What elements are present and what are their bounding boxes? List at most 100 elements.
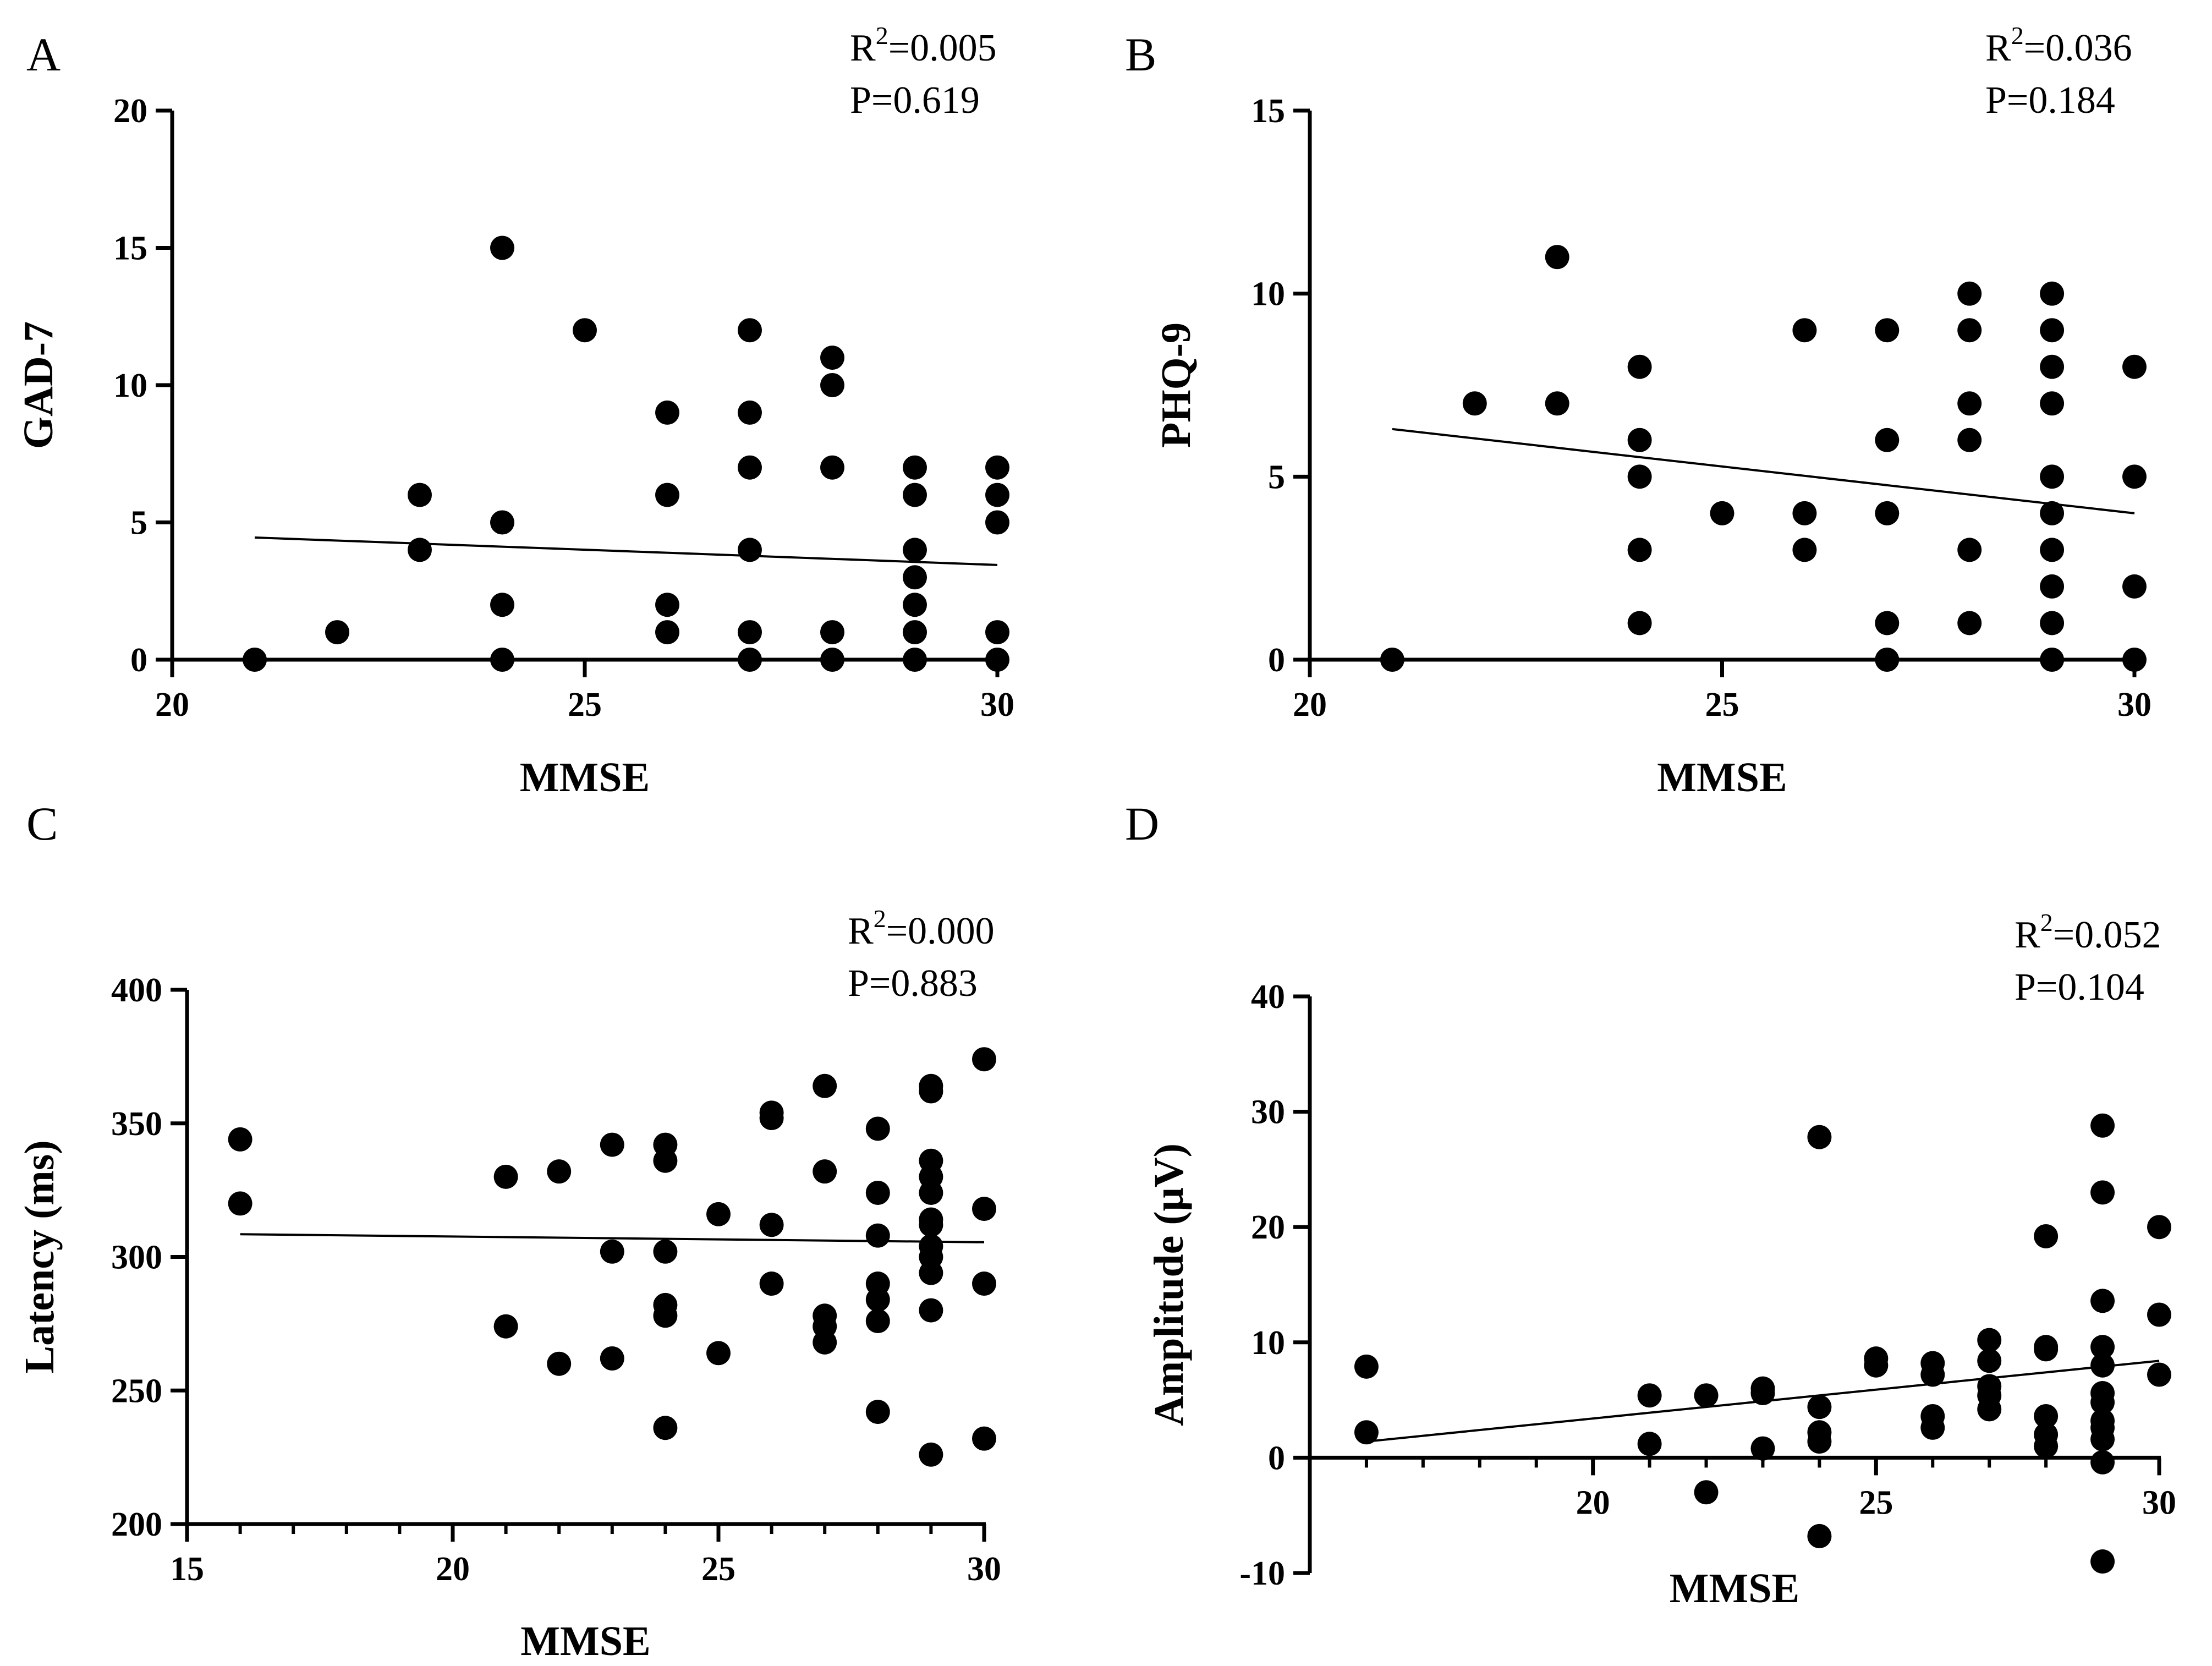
y-axis-title: Latency (ms): [17, 1140, 63, 1373]
x-tick-label: 25: [1705, 686, 1739, 724]
data-point: [2090, 1549, 2115, 1574]
data-point: [820, 648, 844, 672]
y-tick-label: 20: [113, 92, 147, 130]
data-point: [972, 1197, 996, 1221]
data-point: [972, 1272, 996, 1296]
data-point: [1637, 1383, 1662, 1408]
data-point: [1807, 1125, 1832, 1149]
data-point: [2040, 318, 2065, 343]
data-point: [2147, 1362, 2171, 1387]
data-point: [2040, 611, 2065, 635]
data-point: [1875, 648, 1900, 672]
data-point: [759, 1100, 784, 1125]
data-point: [1792, 318, 1817, 343]
r-squared-text: R2=0.005: [850, 21, 997, 69]
data-point: [2090, 1335, 2115, 1360]
x-tick-label: 30: [2142, 1484, 2176, 1521]
data-point: [2122, 464, 2147, 489]
data-point: [1637, 1432, 1662, 1456]
data-point: [2090, 1180, 2115, 1205]
data-point: [2040, 281, 2065, 306]
data-point: [1627, 428, 1652, 452]
data-point: [655, 400, 679, 425]
y-tick-label: 30: [1251, 1094, 1285, 1131]
data-point: [547, 1159, 572, 1184]
panel-letter: A: [26, 28, 61, 81]
data-point: [759, 1272, 784, 1296]
data-point: [1694, 1480, 1719, 1505]
data-point: [1977, 1349, 2002, 1373]
y-tick-label: 5: [1268, 458, 1285, 496]
panel-c: C 200 250 300 350 400 15 20 25 30 MMSE Latency (ms)…: [17, 797, 1001, 1664]
x-tick-label: 30: [2117, 686, 2151, 724]
data-point: [1792, 501, 1817, 525]
data-point: [493, 1314, 518, 1339]
data-point: [1380, 648, 1404, 672]
data-point: [2090, 1353, 2115, 1378]
data-point: [2147, 1215, 2171, 1240]
data-point: [865, 1400, 890, 1424]
data-point: [2122, 648, 2147, 672]
data-point: [1750, 1376, 1775, 1401]
data-point: [1957, 538, 1982, 562]
data-point: [2040, 464, 2065, 489]
x-tick-label: 20: [1293, 686, 1327, 724]
y-tick-label: 200: [111, 1506, 162, 1543]
data-point: [1710, 501, 1735, 525]
data-point: [600, 1239, 624, 1264]
r-squared-prefix: R: [1985, 27, 2011, 69]
y-tick-label: 0: [1268, 1439, 1285, 1477]
data-point: [706, 1202, 731, 1226]
data-point: [1354, 1420, 1379, 1445]
x-axis-title: MMSE: [520, 754, 650, 801]
r-squared-text: R2=0.000: [848, 905, 995, 952]
data-point: [919, 1073, 943, 1098]
data-point: [1807, 1420, 1832, 1445]
data-point: [738, 400, 762, 425]
data-point: [490, 235, 514, 260]
data-point: [738, 455, 762, 480]
data-point: [738, 318, 762, 343]
x-tick-label: 25: [701, 1550, 735, 1588]
data-point: [820, 346, 844, 370]
data-point: [408, 483, 432, 507]
data-point: [759, 1213, 784, 1237]
data-point: [985, 620, 1009, 645]
y-tick-label: 15: [113, 230, 147, 267]
data-point: [2040, 354, 2065, 379]
data-point: [865, 1223, 890, 1248]
data-point: [865, 1272, 890, 1296]
data-point: [1957, 611, 1982, 635]
data-point: [655, 593, 679, 617]
data-point: [2090, 1409, 2115, 1433]
data-point: [919, 1298, 943, 1323]
data-point: [919, 1207, 943, 1232]
x-axis-title: MMSE: [1657, 754, 1787, 801]
data-point: [490, 648, 514, 672]
x-tick-label: 25: [568, 686, 602, 724]
r-squared-superscript: 2: [874, 905, 886, 933]
data-point: [820, 455, 844, 480]
x-tick-label: 30: [967, 1550, 1001, 1588]
r-squared-value: =0.000: [886, 910, 995, 952]
r-squared-superscript: 2: [2040, 908, 2053, 936]
data-point: [1875, 428, 1900, 452]
data-point: [985, 648, 1009, 672]
x-axis-title: MMSE: [1670, 1565, 1799, 1612]
data-point: [813, 1159, 837, 1184]
x-tick-label: 20: [155, 686, 189, 724]
y-axis-title: PHQ-9: [1153, 322, 1199, 448]
data-point: [903, 565, 927, 590]
y-tick-label: 10: [1251, 276, 1285, 313]
data-point: [738, 538, 762, 562]
r-squared-prefix: R: [850, 27, 876, 69]
y-tick-label: -10: [1239, 1555, 1285, 1592]
r-squared-value: =0.036: [2024, 27, 2132, 69]
r-squared-superscript: 2: [2011, 21, 2024, 50]
data-point: [903, 483, 927, 507]
panel-letter: B: [1125, 28, 1156, 81]
data-point: [985, 510, 1009, 535]
data-point: [1694, 1383, 1719, 1408]
data-point: [655, 483, 679, 507]
